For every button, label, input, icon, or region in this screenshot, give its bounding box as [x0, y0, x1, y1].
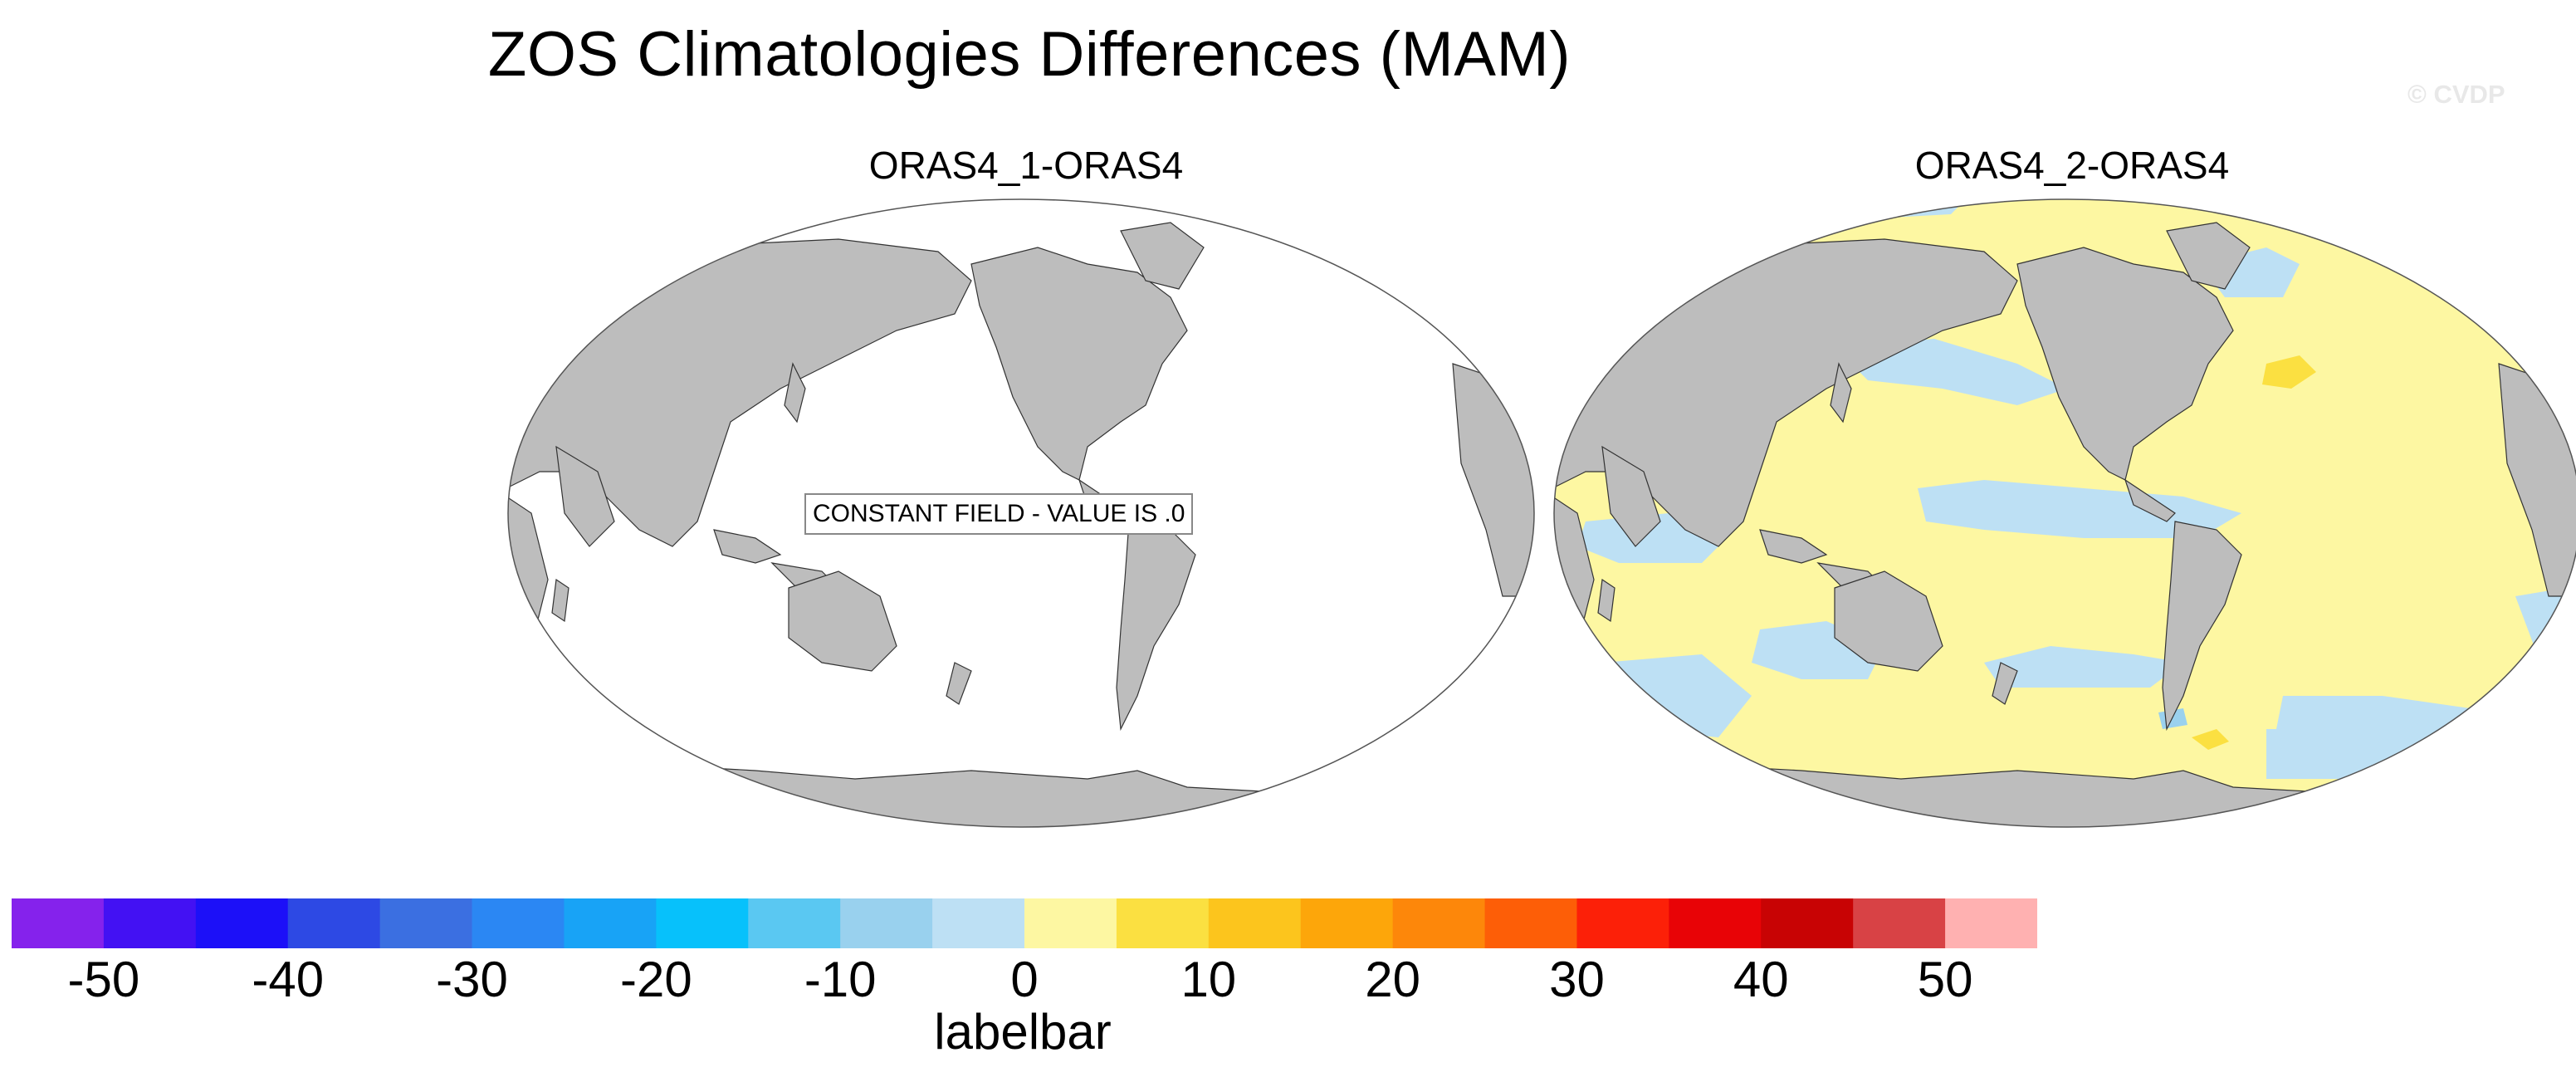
labelbar-box — [1392, 898, 1486, 948]
labelbar-box — [932, 898, 1025, 948]
labelbar-box — [1208, 898, 1302, 948]
cvdp-watermark: © CVDP — [2407, 80, 2505, 109]
labelbar-tick-label: 30 — [1549, 952, 1605, 1007]
labelbar-tick-label: 0 — [1010, 952, 1039, 1007]
labelbar-tick-label: 20 — [1365, 952, 1420, 1007]
panel-1-title: ORAS4_1-ORAS4 — [868, 144, 1184, 187]
labelbar-box — [1945, 898, 2037, 948]
labelbar-box — [1761, 898, 1854, 948]
labelbar-box — [564, 898, 657, 948]
labelbar-tick-label: 50 — [1917, 952, 1973, 1007]
labelbar-box — [12, 898, 105, 948]
labelbar-tick-label: -50 — [67, 952, 140, 1007]
labelbar-title: labelbar — [934, 1004, 1112, 1060]
panel-1-map — [507, 198, 1535, 828]
negative-anomaly-regions — [1577, 199, 2576, 779]
labelbar-box — [103, 898, 197, 948]
labelbar-box — [1024, 898, 1117, 948]
labelbar-box — [1853, 898, 1946, 948]
labelbar-box — [472, 898, 565, 948]
labelbar-box — [748, 898, 841, 948]
labelbar-box — [1669, 898, 1762, 948]
labelbar-box — [656, 898, 749, 948]
labelbar-tick-label: -10 — [804, 952, 877, 1007]
labelbar-tick-label: 40 — [1733, 952, 1789, 1007]
panel-2-map — [1553, 198, 2576, 828]
labelbar-box — [840, 898, 933, 948]
labelbar-tick-label: -30 — [436, 952, 508, 1007]
labelbar-box — [1116, 898, 1210, 948]
labelbar-box — [1300, 898, 1394, 948]
labelbar-box — [1484, 898, 1577, 948]
labelbar-tick-label: -40 — [252, 952, 325, 1007]
labelbar-tick-label: 10 — [1180, 952, 1237, 1007]
labelbar-box — [379, 898, 473, 948]
strong-positive-regions — [2192, 355, 2316, 750]
panel-2-title: ORAS4_2-ORAS4 — [1914, 144, 2230, 187]
labelbar-box — [1576, 898, 1669, 948]
land-masses — [508, 222, 1534, 827]
labelbar-box — [195, 898, 289, 948]
figure-title: ZOS Climatologies Differences (MAM) — [487, 19, 1572, 90]
constant-field-note: CONSTANT FIELD - VALUE IS .0 — [804, 493, 1194, 535]
labelbar-box — [287, 898, 381, 948]
labelbar-tick-label: -20 — [620, 952, 692, 1007]
labelbar — [12, 898, 2037, 948]
